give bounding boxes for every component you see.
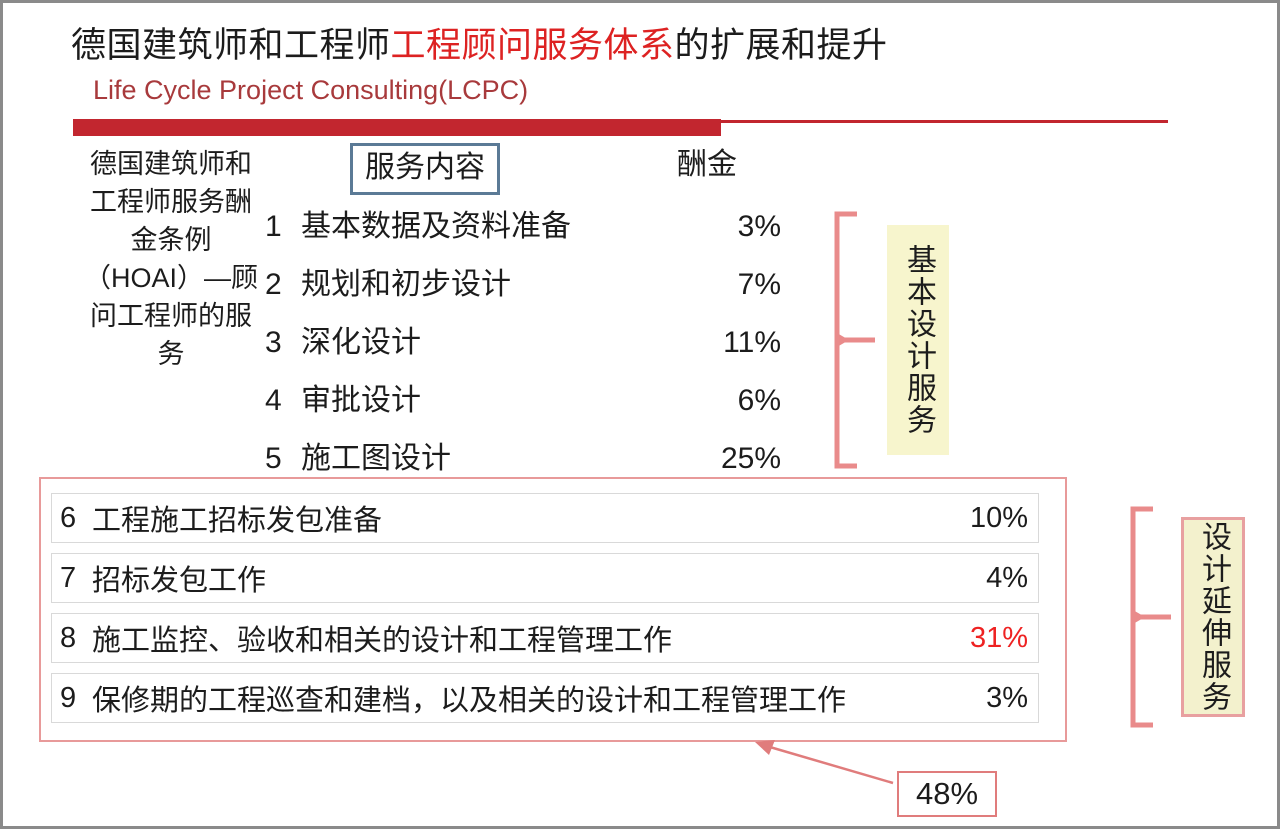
item-text: 招标发包工作 [92, 565, 267, 597]
item-number: 5 [265, 442, 282, 475]
item-percentage: 10% [969, 501, 1028, 534]
item-number: 1 [265, 210, 282, 243]
list-item: 4 审批设计 6% [265, 375, 781, 433]
item-percentage: 6% [737, 384, 781, 417]
title-block: 德国建筑师和工程师工程顾问服务体系的扩展和提升 Life Cycle Proje… [71, 23, 1191, 107]
total-percentage-callout: 48% [897, 771, 997, 817]
divider-bar-thick [73, 119, 721, 136]
group-label-extended-services: 设计延伸服务 [1181, 517, 1245, 717]
extended-services-outline [39, 477, 1067, 742]
item-text: 施工监控、验收和相关的设计和工程管理工作 [92, 625, 673, 657]
item-number: 8 [60, 621, 77, 654]
extended-services-list: 6 工程施工招标发包准备 10% 7 招标发包工作 4% 8 施工监控、验收和相… [51, 493, 1039, 733]
item-number: 6 [60, 501, 77, 534]
item-percentage: 11% [723, 326, 781, 359]
item-text: 深化设计 [301, 326, 421, 359]
curly-brace-icon-lower [1130, 506, 1171, 728]
item-text: 基本数据及资料准备 [301, 210, 571, 243]
title-suffix: 的扩展和提升 [674, 26, 888, 65]
item-percentage: 3% [986, 681, 1028, 714]
list-item: 7 招标发包工作 4% [51, 553, 1039, 603]
divider-bar-thin [721, 120, 1168, 123]
title-highlight: 工程顾问服务体系 [390, 26, 675, 65]
item-number: 7 [60, 561, 77, 594]
item-percentage: 31% [969, 621, 1028, 654]
item-text: 审批设计 [301, 384, 421, 417]
list-item: 2 规划和初步设计 7% [265, 259, 781, 317]
curly-brace-icon-upper [834, 211, 875, 469]
item-text: 工程施工招标发包准备 [92, 505, 383, 537]
page-subtitle: Life Cycle Project Consulting(LCPC) [93, 75, 529, 105]
page-title: 德国建筑师和工程师工程顾问服务体系的扩展和提升 [71, 23, 1191, 69]
item-text: 施工图设计 [301, 442, 451, 475]
item-number: 9 [60, 681, 77, 714]
group-label-basic-services: 基本设计服务 [887, 225, 949, 455]
item-text: 保修期的工程巡查和建档，以及相关的设计和工程管理工作 [92, 685, 847, 717]
list-item: 6 工程施工招标发包准备 10% [51, 493, 1039, 543]
item-number: 3 [265, 326, 282, 359]
item-number: 2 [265, 268, 282, 301]
item-text: 规划和初步设计 [301, 268, 511, 301]
item-percentage: 7% [737, 268, 781, 301]
item-percentage: 3% [737, 210, 781, 243]
title-prefix: 德国建筑师和工程师 [71, 26, 391, 65]
item-percentage: 25% [720, 442, 781, 475]
list-item: 8 施工监控、验收和相关的设计和工程管理工作 31% [51, 613, 1039, 663]
basic-services-list: 1 基本数据及资料准备 3% 2 规划和初步设计 7% 3 深化设计 11% 4… [265, 201, 781, 491]
list-item: 9 保修期的工程巡查和建档，以及相关的设计和工程管理工作 3% [51, 673, 1039, 723]
list-item: 3 深化设计 11% [265, 317, 781, 375]
list-item: 5 施工图设计 25% [265, 433, 781, 491]
column-header-fee: 酬金 [677, 148, 737, 181]
group-label-text: 设计延伸服务 [1197, 521, 1230, 713]
column-header-service: 服务内容 [350, 143, 500, 195]
item-number: 4 [265, 384, 282, 417]
list-item: 1 基本数据及资料准备 3% [265, 201, 781, 259]
group-label-text: 基本设计服务 [902, 244, 935, 436]
item-percentage: 4% [986, 561, 1028, 594]
left-category-label: 德国建筑师和工程师服务酬金条例（HOAI）—顾问工程师的服务 [83, 149, 258, 369]
